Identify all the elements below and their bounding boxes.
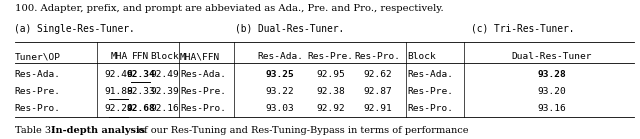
Text: Table 3:: Table 3:	[15, 126, 57, 136]
Text: 93.20: 93.20	[537, 87, 566, 96]
Text: 92.46: 92.46	[104, 70, 133, 79]
Text: Res-Ada.: Res-Ada.	[15, 70, 61, 79]
Text: 92.33: 92.33	[127, 87, 156, 96]
Text: Dual-Res-Tuner: Dual-Res-Tuner	[511, 52, 592, 61]
Text: Block: Block	[408, 52, 436, 61]
Text: Res-Ada.: Res-Ada.	[408, 70, 454, 79]
Text: 92.68: 92.68	[127, 104, 156, 113]
Text: Res-Pre.: Res-Pre.	[180, 87, 226, 96]
Text: 92.34: 92.34	[127, 70, 156, 79]
Text: 100. Adapter, prefix, and prompt are abbeviated as Ada., Pre. and Pro., respecti: 100. Adapter, prefix, and prompt are abb…	[15, 4, 444, 13]
Text: 91.88: 91.88	[104, 87, 133, 96]
Text: Res-Pro.: Res-Pro.	[15, 104, 61, 113]
Text: 92.95: 92.95	[316, 70, 345, 79]
Text: 92.16: 92.16	[150, 104, 179, 113]
Text: 92.92: 92.92	[316, 104, 345, 113]
Text: FFN: FFN	[132, 52, 150, 61]
Text: Res-Pro.: Res-Pro.	[408, 104, 454, 113]
Text: Res-Pro.: Res-Pro.	[355, 52, 401, 61]
Text: (a) Single-Res-Tuner.: (a) Single-Res-Tuner.	[14, 24, 135, 34]
Text: (b) Dual-Res-Tuner.: (b) Dual-Res-Tuner.	[235, 24, 344, 34]
Text: MHA\FFN: MHA\FFN	[180, 52, 220, 61]
Text: Tuner\OP: Tuner\OP	[15, 52, 61, 61]
Text: Res-Pro.: Res-Pro.	[180, 104, 226, 113]
Text: 92.38: 92.38	[316, 87, 345, 96]
Text: 93.16: 93.16	[537, 104, 566, 113]
Text: Block: Block	[150, 52, 179, 61]
Text: Res-Pre.: Res-Pre.	[15, 87, 61, 96]
Text: 93.03: 93.03	[266, 104, 294, 113]
Text: 93.25: 93.25	[266, 70, 294, 79]
Text: Res-Pre.: Res-Pre.	[408, 87, 454, 96]
Text: Res-Ada.: Res-Ada.	[257, 52, 303, 61]
Text: MHA: MHA	[110, 52, 127, 61]
Text: 92.24: 92.24	[104, 104, 133, 113]
Text: Res-Pre.: Res-Pre.	[307, 52, 353, 61]
Text: 92.91: 92.91	[364, 104, 392, 113]
Text: 92.39: 92.39	[150, 87, 179, 96]
Text: Res-Ada.: Res-Ada.	[180, 70, 226, 79]
Text: 93.22: 93.22	[266, 87, 294, 96]
Text: In-depth analysis: In-depth analysis	[51, 126, 145, 136]
Text: of our Res-Tuning and Res-Tuning-Bypass in terms of performance: of our Res-Tuning and Res-Tuning-Bypass …	[134, 126, 468, 136]
Text: (c) Tri-Res-Tuner.: (c) Tri-Res-Tuner.	[472, 24, 575, 34]
Text: 92.62: 92.62	[364, 70, 392, 79]
Text: 92.87: 92.87	[364, 87, 392, 96]
Text: 92.49: 92.49	[150, 70, 179, 79]
Text: 93.28: 93.28	[537, 70, 566, 79]
